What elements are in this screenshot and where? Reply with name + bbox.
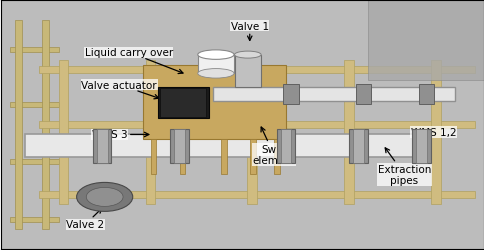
Bar [10, 160, 59, 165]
Text: Valve 1: Valve 1 [230, 22, 268, 41]
Bar [93, 129, 111, 163]
Bar [158, 88, 208, 119]
Text: Valve actuator: Valve actuator [81, 80, 158, 100]
Bar [249, 140, 255, 175]
Bar [160, 89, 206, 118]
Bar [174, 129, 184, 163]
Text: Liquid carry over: Liquid carry over [85, 48, 182, 74]
Bar [25, 135, 430, 158]
Bar [247, 60, 257, 204]
Bar [280, 129, 291, 163]
Text: Swirl
element: Swirl element [252, 128, 295, 166]
Bar [151, 140, 156, 175]
Bar [343, 60, 353, 204]
Bar [352, 129, 363, 163]
Bar [59, 60, 68, 204]
Circle shape [86, 188, 123, 206]
Bar [276, 129, 295, 163]
Ellipse shape [197, 51, 234, 60]
Circle shape [76, 183, 133, 212]
Bar [15, 20, 22, 230]
Text: WMS 3: WMS 3 [91, 130, 149, 140]
Ellipse shape [197, 69, 234, 79]
Bar [213, 88, 454, 102]
Bar [355, 85, 370, 104]
Bar [179, 140, 185, 175]
Bar [39, 122, 474, 128]
Bar [283, 85, 298, 104]
Bar [430, 60, 440, 204]
Bar [367, 1, 484, 80]
Text: Extraction
pipes: Extraction pipes [377, 148, 430, 186]
Bar [146, 60, 155, 204]
Text: WMS 1,2: WMS 1,2 [410, 128, 455, 146]
Bar [39, 192, 474, 198]
Ellipse shape [234, 52, 260, 59]
Bar [411, 129, 430, 163]
Text: Valve 2: Valve 2 [66, 209, 104, 230]
Bar [10, 102, 59, 108]
Bar [39, 67, 474, 73]
Bar [143, 65, 286, 140]
Bar [418, 85, 433, 104]
Bar [273, 140, 279, 175]
Bar [170, 129, 188, 163]
Bar [42, 20, 48, 230]
Bar [97, 129, 107, 163]
Bar [234, 56, 261, 88]
Bar [10, 217, 59, 222]
Bar [348, 129, 367, 163]
Bar [197, 56, 234, 74]
Bar [10, 48, 59, 53]
Bar [220, 140, 226, 175]
Bar [415, 129, 426, 163]
